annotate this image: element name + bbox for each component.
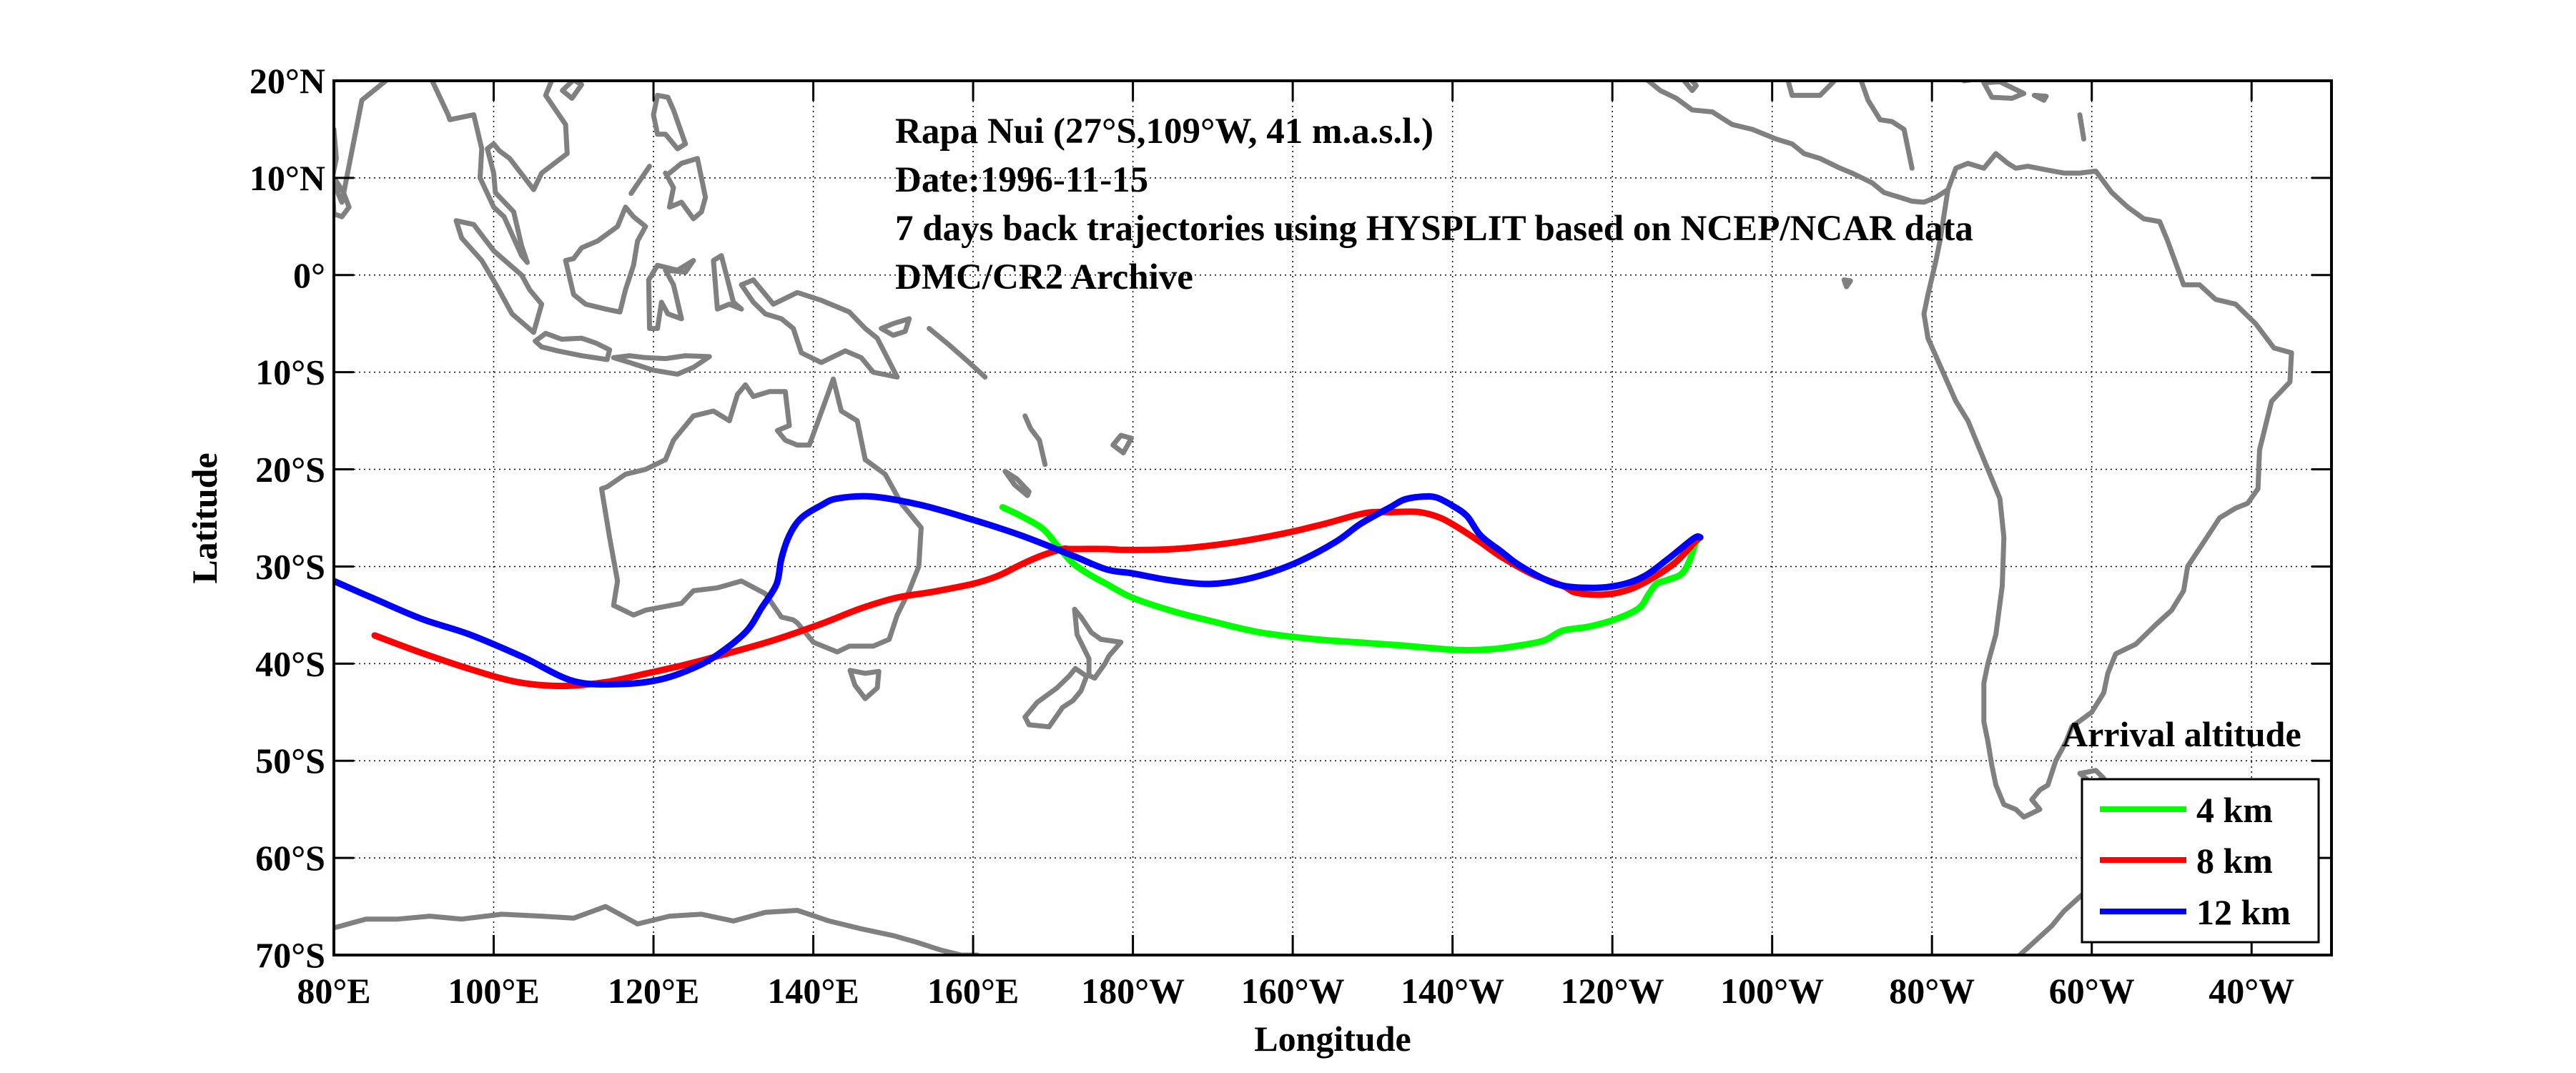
y-tick-labels: 20°N 10°N 0° 10°S 20°S 30°S 40°S 50°S 60°S 70°S	[250, 61, 325, 975]
x-tick-labels: 80°E 100°E 120°E 140°E 160°E 180°W 160°W 140°W 1…	[297, 971, 2294, 1011]
trajectory-12km	[334, 493, 1704, 688]
x-tick-label: 140°E	[767, 971, 859, 1011]
annotation-method: 7 days back trajectories using HYSPLIT b…	[895, 209, 1973, 249]
trajectory-4km	[999, 504, 1704, 653]
annotation-archive: DMC/CR2 Archive	[895, 257, 1193, 297]
annotation-block: Rapa Nui (27°S,109°W, 41 m.a.s.l.) Date:…	[895, 112, 1973, 297]
coastline-australia	[598, 376, 924, 655]
y-tick-label: 70°S	[255, 935, 325, 975]
x-tick-label: 100°W	[1720, 971, 1824, 1011]
legend-label-12km: 12 km	[2196, 892, 2291, 932]
annotation-date: Date:1996-11-15	[895, 160, 1148, 200]
annotation-station: Rapa Nui (27°S,109°W, 41 m.a.s.l.)	[895, 112, 1433, 152]
x-tick-label: 180°W	[1081, 971, 1185, 1011]
y-tick-label: 0°	[293, 255, 325, 295]
coastline-north-america-pacific	[1646, 81, 1951, 205]
coastline-nz-south	[1022, 666, 1090, 730]
x-tick-label: 80°E	[297, 971, 370, 1011]
x-tick-label: 40°W	[2209, 971, 2294, 1011]
legend: 4 km 8 km 12 km	[2081, 778, 2320, 944]
x-tick-label: 160°W	[1241, 971, 1345, 1011]
coastline-new-guinea	[739, 277, 900, 380]
y-tick-label: 20°S	[255, 450, 325, 490]
coastline-philippines-south	[663, 156, 709, 222]
coastline-vanuatu	[1022, 413, 1048, 468]
x-tick-label: 120°E	[608, 971, 699, 1011]
x-tick-label: 140°W	[1401, 971, 1504, 1011]
coastline-fiji	[1110, 432, 1134, 455]
legend-title: Arrival altitude	[2062, 714, 2301, 754]
coastline-philippines-luzon	[651, 92, 689, 152]
trajectory-lines	[334, 493, 1704, 690]
y-tick-label: 40°S	[255, 643, 325, 683]
y-tick-label: 10°S	[255, 352, 325, 392]
y-tick-label: 60°S	[255, 838, 325, 878]
axes-frame	[332, 79, 2333, 956]
y-axis-label: Latitude	[184, 453, 224, 583]
coastline-hainan	[560, 81, 584, 101]
coastline-baja-tip	[1682, 81, 1699, 94]
coastline-nz-north	[1072, 606, 1124, 681]
x-tick-label: 160°E	[927, 971, 1019, 1011]
coastline-new-britain	[879, 316, 912, 338]
coastline-new-caledonia	[1002, 468, 1032, 498]
y-tick-label: 50°S	[255, 741, 325, 781]
x-tick-label: 60°W	[2049, 971, 2135, 1011]
coastline-sulawesi	[646, 257, 696, 331]
x-tick-label: 80°W	[1889, 971, 1975, 1011]
coastline-borneo	[563, 204, 648, 315]
y-tick-label: 30°S	[255, 546, 325, 586]
x-tick-label: 120°W	[1561, 971, 1664, 1011]
x-axis-label: Longitude	[1254, 1019, 1411, 1059]
legend-label-8km: 8 km	[2196, 841, 2273, 881]
coastline-south-america	[1921, 151, 2294, 820]
coastline-mexico-gulf-coast	[1785, 81, 1915, 171]
coastline-sri-lanka	[334, 177, 352, 219]
coastline-solomon	[927, 326, 988, 380]
coastline-java	[533, 330, 613, 362]
coastline-antarctica-east	[334, 904, 980, 955]
coastline-tasmania	[847, 668, 882, 701]
plot-area	[334, 81, 2331, 955]
coastline-india	[334, 81, 390, 205]
coastline-palawan	[628, 164, 652, 197]
coastline-indochina	[429, 81, 570, 265]
coastline-sumatra	[453, 218, 545, 335]
coastline-halmahera-seram	[711, 253, 744, 312]
y-tick-label: 10°N	[250, 158, 325, 198]
coastline-lesser-sunda	[611, 353, 712, 377]
coastline-lesser-antilles	[2077, 112, 2086, 142]
legend-label-4km: 4 km	[2196, 790, 2273, 830]
coastline-galapagos	[1841, 277, 1853, 290]
x-tick-label: 100°E	[448, 971, 539, 1011]
coastline-puerto-rico	[2031, 92, 2049, 103]
y-tick-label: 20°N	[250, 61, 325, 101]
